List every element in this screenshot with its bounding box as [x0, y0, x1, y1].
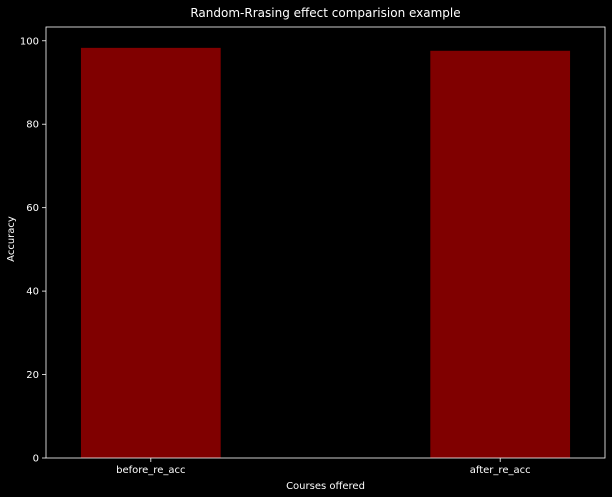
- x-tick-label: after_re_acc: [470, 465, 531, 476]
- y-tick-label: 40: [26, 287, 39, 298]
- bar-before_re_acc: [80, 47, 221, 458]
- y-tick-label: 20: [26, 370, 39, 381]
- y-axis-ticks: 0 20 40 60 80 100: [20, 36, 46, 465]
- bars: [80, 47, 571, 458]
- chart-title: Random-Rrasing effect comparision exampl…: [190, 6, 460, 20]
- x-axis-ticks: before_re_acc after_re_acc: [116, 458, 531, 476]
- x-axis-label: Courses offered: [286, 481, 365, 492]
- y-tick-label: 60: [26, 203, 39, 214]
- axes: [45, 26, 606, 459]
- y-tick-label: 100: [20, 36, 39, 47]
- y-tick-label: 0: [33, 454, 39, 465]
- plot-frame: [45, 26, 606, 459]
- bar-after_re_acc: [430, 50, 571, 458]
- x-tick-label: before_re_acc: [116, 465, 185, 476]
- y-tick-label: 80: [26, 120, 39, 131]
- y-axis-label: Accuracy: [6, 216, 17, 262]
